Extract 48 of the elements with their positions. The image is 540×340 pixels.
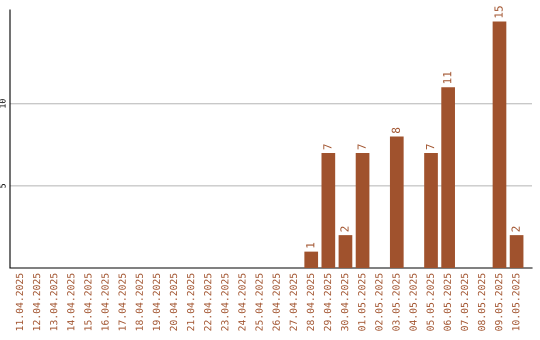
data-label: 8: [392, 128, 400, 134]
data-label: 2: [511, 226, 520, 232]
x-tick-label: 19.04.2025: [152, 274, 160, 330]
x-tick-label: 07.05.2025: [460, 274, 468, 331]
x-tick-label: 02.05.2025: [375, 274, 383, 331]
x-tick-label: 12.04.2025: [32, 274, 40, 330]
x-tick-label: 21.04.2025: [186, 274, 194, 331]
x-tick-label: 29.04.2025: [324, 274, 332, 331]
bar: [424, 152, 438, 268]
bar: [390, 136, 404, 268]
x-tick-label: 06.05.2025: [444, 274, 451, 331]
x-tick-label: 15.04.2025: [84, 274, 92, 330]
data-label: 1: [306, 242, 314, 248]
x-tick-label: 03.05.2025: [392, 274, 400, 331]
bar: [338, 235, 352, 268]
data-label: 7: [323, 144, 332, 150]
x-tick-label: 20.04.2025: [170, 274, 178, 331]
bar: [304, 252, 318, 268]
x-tick-label: 04.05.2025: [409, 274, 417, 331]
x-tick-label: 30.04.2025: [340, 274, 348, 331]
x-tick-label: 13.04.2025: [50, 274, 58, 330]
x-tick-label: 18.04.2025: [136, 274, 143, 330]
x-tick-label: 05.05.2025: [426, 274, 434, 331]
bar: [510, 235, 524, 268]
x-tick-label: 14.04.2025: [67, 274, 74, 330]
data-label: 2: [340, 226, 349, 232]
x-tick-label: 01.05.2025: [358, 274, 366, 331]
x-tick-label: 16.04.2025: [101, 274, 109, 330]
x-tick-label: 09.05.2025: [494, 274, 502, 331]
x-tick-label: 26.04.2025: [272, 274, 280, 331]
x-tick-label: 17.04.2025: [118, 274, 126, 330]
x-tick-label: 22.04.2025: [204, 274, 212, 331]
data-label: 15: [494, 6, 503, 18]
data-label: 11: [443, 72, 452, 84]
x-tick-label: 27.04.2025: [290, 274, 297, 331]
data-label: 7: [426, 144, 434, 150]
bar: [492, 22, 506, 268]
x-tick-label: 28.04.2025: [306, 274, 314, 331]
x-tick-label: 25.04.2025: [255, 274, 263, 331]
x-tick-label: 24.04.2025: [238, 274, 246, 331]
bar: [321, 152, 336, 268]
x-tick-label: 11.04.2025: [16, 274, 24, 330]
bar: [356, 152, 370, 268]
data-label: 7: [358, 144, 366, 150]
x-tick-label: 23.04.2025: [221, 274, 228, 331]
bar: [441, 87, 455, 268]
x-tick-label: 08.05.2025: [478, 274, 486, 331]
x-tick-label: 10.05.2025: [512, 274, 520, 330]
